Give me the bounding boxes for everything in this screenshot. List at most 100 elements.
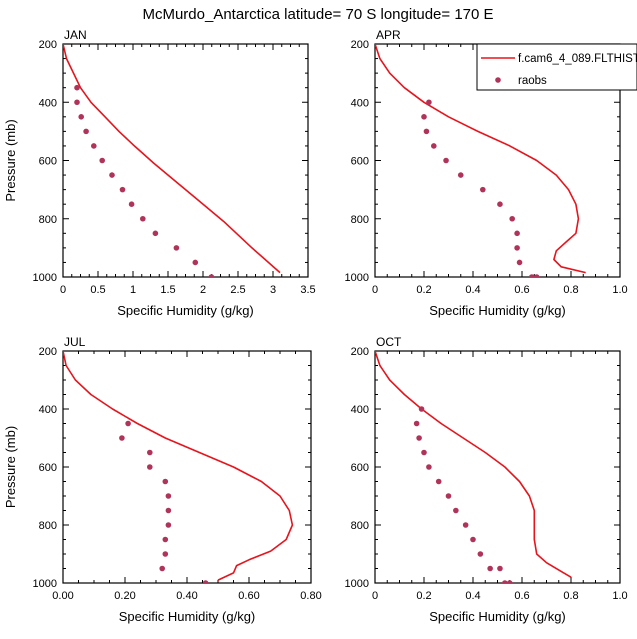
raobs-point [462,522,469,528]
raobs-point [147,464,153,470]
plot-area [63,351,294,583]
raobs-point [453,507,459,514]
y-tick-label: 600 [39,462,57,474]
raobs-point [533,274,540,277]
x-tick-label: 0.00 [52,590,73,602]
raobs-point [165,522,172,528]
x-tick-label: 0 [372,284,378,296]
x-axis-label: Specific Humidity (g/kg) [429,609,566,624]
model-line [63,351,294,581]
raobs-point [128,201,135,207]
raobs-point [506,580,513,583]
raobs-point [470,536,476,543]
x-tick-label: 2 [200,284,206,296]
raobs-point [192,259,199,266]
panel-oct: 0 0.2 0.4 0.6 0.8 1.0 200 400 600 800 1000 OCT Speci… [345,335,628,624]
y-tick-label: 1000 [345,272,369,284]
x-tick-label: 0.20 [114,590,135,602]
raobs-point [83,128,89,135]
x-tick-label: 0.2 [416,590,431,602]
raobs-point [119,435,125,441]
raobs-point [416,435,422,441]
raobs-point [421,449,427,456]
x-tick-label: 0.8 [563,590,578,602]
raobs-point [435,478,442,485]
raobs-point [152,230,159,237]
x-tick-label: 1 [130,284,136,296]
y-tick-label: 1000 [345,578,369,590]
x-tick-label: 0.40 [176,590,197,602]
y-tick-label: 600 [39,156,57,168]
legend-box [476,43,637,91]
raobs-point [140,215,146,222]
raobs-point [431,143,437,149]
raobs-point [74,99,80,106]
raobs-point [497,201,503,207]
x-tick-label: 0.60 [238,590,259,602]
y-tick-label: 1000 [33,578,57,590]
raobs-point [426,99,432,106]
y-axis-label: Pressure (mb) [3,119,18,201]
raobs-point [91,143,97,149]
plot-area [375,351,572,583]
panel-jan: 0 0.5 1 1.5 2 2.5 3 3.5 200 400 600 800 1000 JAN Speci… [3,28,316,318]
x-tick-label: 0.5 [90,284,105,296]
legend-obs-label: raobs [518,75,547,87]
raobs-point [423,128,430,135]
plot-area [375,44,586,277]
x-tick-label: 0.4 [465,284,480,296]
y-tick-label: 600 [351,462,369,474]
raobs-point [125,420,131,427]
raobs-point [413,420,420,427]
raobs-point [516,259,523,266]
raobs-point [165,507,172,514]
y-tick-label: 600 [351,156,369,168]
x-tick-label: 0 [60,284,66,296]
y-tick-label: 400 [351,404,369,416]
raobs-point [480,186,486,193]
x-tick-label: 0.6 [514,590,529,602]
raobs-point [173,245,180,251]
raobs-point [509,215,515,222]
x-tick-label: 1.5 [160,284,175,296]
x-tick-label: 0 [372,590,378,602]
raobs-point [514,230,520,237]
panel-jul: 0.00 0.20 0.40 0.60 0.80 200 400 600 800 1000 JUL S… [3,335,322,624]
panel-label: JAN [64,28,87,42]
panel-apr: 0 0.2 0.4 0.6 0.8 1.0 200 400 600 800 1000 APR Speci… [345,28,637,318]
raobs-point [109,172,115,178]
raobs-point [514,245,520,251]
x-tick-label: 1.0 [612,284,627,296]
y-tick-label: 400 [351,97,369,109]
y-tick-label: 800 [39,520,57,532]
figure-title: McMurdo_Antarctica latitude= 70 S longit… [142,6,493,23]
raobs-point [119,186,126,193]
plot-area [63,44,281,277]
raobs-point [162,536,169,543]
raobs-point [147,449,153,456]
y-tick-label: 800 [351,214,369,226]
y-tick-label: 200 [351,346,369,358]
panel-label: OCT [376,335,402,349]
raobs-point [502,580,508,583]
y-tick-label: 400 [39,404,57,416]
x-tick-label: 0.8 [563,284,578,296]
raobs-point [477,551,484,557]
y-tick-label: 800 [39,214,57,226]
x-tick-label: 0.80 [300,590,321,602]
x-tick-label: 0.6 [514,284,529,296]
x-axis-label: Specific Humidity (g/kg) [119,609,256,624]
raobs-point [162,551,169,557]
y-tick-label: 200 [39,346,57,358]
raobs-point [426,464,432,470]
raobs-point [162,478,169,485]
raobs-point [457,172,464,178]
raobs-point [74,84,80,91]
y-axis-label: Pressure (mb) [3,426,18,508]
plot-frame [374,350,621,584]
model-line [63,44,281,274]
legend-dot-swatch [495,77,501,83]
x-tick-label: 0.4 [465,590,480,602]
